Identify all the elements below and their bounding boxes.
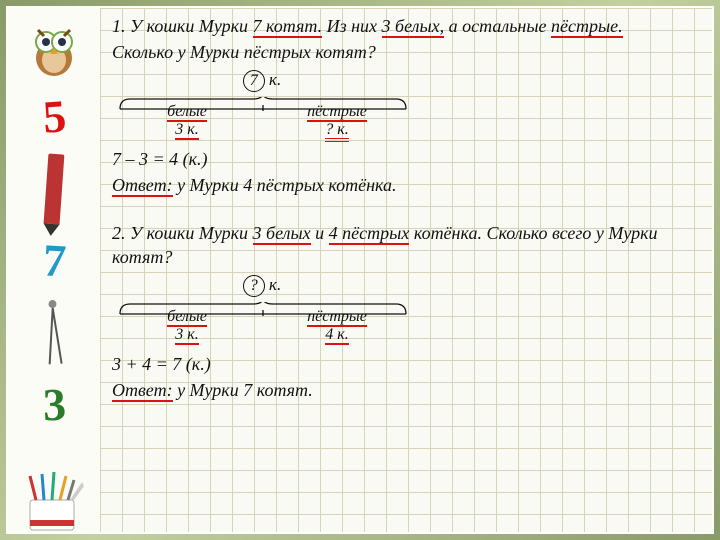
stationery-cup-icon: [12, 472, 92, 532]
worksheet-content: 1. У кошки Мурки 7 котят. Из них 3 белых…: [112, 14, 702, 416]
segment-diagram: 7 к. белые 3 к. пёстрые ? к.: [112, 69, 702, 141]
segment-left: белые 3 к.: [112, 308, 262, 345]
segment-diagram: ? к. белые 3 к. пёстрые 4 к.: [112, 274, 702, 346]
answer: Ответ: у Мурки 7 котят.: [112, 378, 702, 402]
diagram-total: ? к.: [112, 274, 412, 297]
diagram-segments: белые 3 к. пёстрые 4 к.: [112, 308, 412, 345]
decorative-number-5: 5: [41, 93, 67, 140]
segment-right: пёстрые ? к.: [262, 103, 412, 140]
decorative-number-7: 7: [41, 237, 66, 284]
owl-icon: [24, 20, 84, 80]
problem-text: 1. У кошки Мурки 7 котят. Из них 3 белых…: [112, 14, 702, 38]
compass-icon: [44, 298, 64, 369]
calculation: 3 + 4 = 7 (к.): [112, 352, 702, 376]
problem-text: 2. У кошки Мурки 3 белых и 4 пёстрых кот…: [112, 221, 702, 270]
calculation: 7 – 3 = 4 (к.): [112, 147, 702, 171]
problem-question: Сколько у Мурки пёстрых котят?: [112, 40, 702, 64]
problem-1: 1. У кошки Мурки 7 котят. Из них 3 белых…: [112, 14, 702, 197]
answer: Ответ: у Мурки 4 пёстрых котёнка.: [112, 173, 702, 197]
segment-right: пёстрые 4 к.: [262, 308, 412, 345]
diagram-segments: белые 3 к. пёстрые ? к.: [112, 103, 412, 140]
pencil-icon: [44, 154, 65, 225]
decorative-number-3: 3: [42, 382, 67, 429]
problem-2: 2. У кошки Мурки 3 белых и 4 пёстрых кот…: [112, 221, 702, 402]
segment-left: белые 3 к.: [112, 103, 262, 140]
diagram-total: 7 к.: [112, 69, 412, 92]
decorative-sidebar: 5 7 3: [8, 8, 100, 532]
